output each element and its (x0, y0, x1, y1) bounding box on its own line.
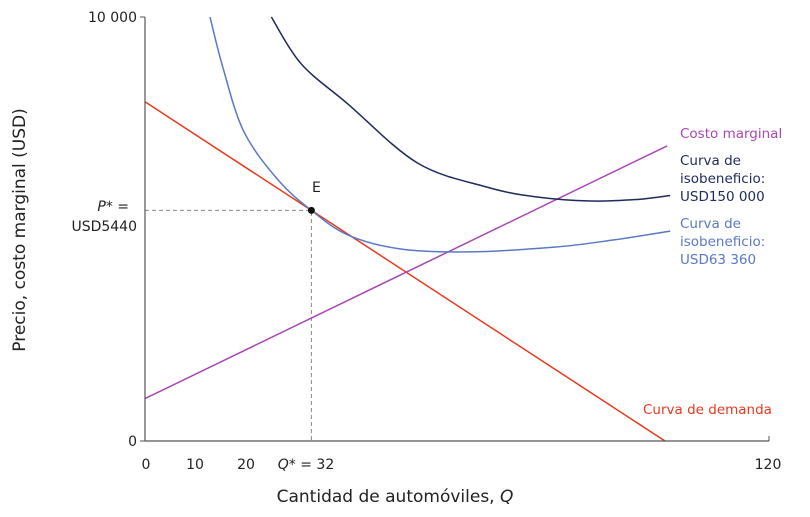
q-star-label: Q* = 32 (278, 457, 334, 473)
svg-text:isobeneficio:: isobeneficio: (680, 171, 765, 187)
y-tick-label-top: 10 000 (88, 10, 137, 26)
x-tick-label-10: 10 (186, 457, 204, 473)
equilibrium-label: E (312, 180, 321, 196)
demand-curve (144, 101, 666, 442)
p-star-label: P* = (97, 199, 129, 215)
svg-text:USD63 360: USD63 360 (680, 252, 756, 268)
y-axis-title: Precio, costo marginal (USD) (10, 108, 30, 351)
equilibrium-guide-lines (145, 209, 312, 441)
equilibrium-point (307, 206, 315, 214)
x-tick-label-20: 20 (237, 457, 255, 473)
label-marginal-cost: Costo marginal (680, 126, 782, 142)
y-tick-label-zero: 0 (128, 434, 137, 450)
isoprofit-curve-150000 (270, 16, 671, 202)
label-isoprofit-low: Curva de isobeneficio: USD63 360 (680, 216, 765, 268)
p-star-value: USD5440 (71, 219, 137, 235)
label-demand: Curva de demanda (643, 402, 772, 418)
svg-text:USD150 000: USD150 000 (680, 189, 765, 205)
svg-text:Curva de: Curva de (680, 153, 741, 169)
x-tick-label-0: 0 (142, 457, 151, 473)
svg-text:Curva de: Curva de (680, 216, 741, 232)
x-tick-label-120: 120 (755, 457, 782, 473)
marginal-cost-line (144, 145, 668, 400)
x-axis-title: Cantidad de automóviles, Q (277, 487, 514, 507)
label-isoprofit-high: Curva de isobeneficio: USD150 000 (680, 153, 765, 205)
svg-text:isobeneficio:: isobeneficio: (680, 234, 765, 250)
isoprofit-curve-63360 (209, 16, 671, 253)
